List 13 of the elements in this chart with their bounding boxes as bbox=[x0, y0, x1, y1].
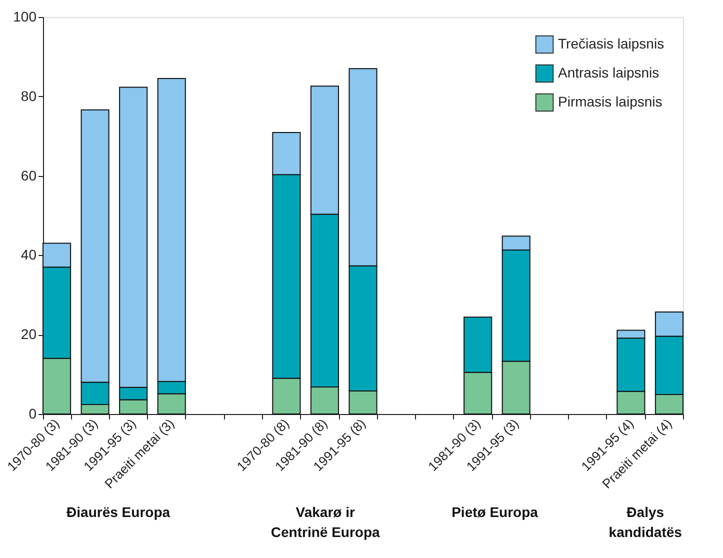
text: Ðiaurës Europa bbox=[66, 504, 170, 520]
legend-label: Antrasis laipsnis bbox=[558, 64, 660, 80]
y-tick-label: 20 bbox=[20, 326, 37, 342]
y-tick-label: 60 bbox=[20, 167, 37, 184]
y-tick-label: 0 bbox=[28, 406, 37, 422]
y-tick-label: 80 bbox=[20, 88, 37, 104]
text: Pietø Europa bbox=[452, 504, 538, 520]
y-tick-label: 100 bbox=[13, 8, 37, 24]
legend-label: Pirmasis laipsnis bbox=[558, 94, 662, 110]
text: Ðalys kandidatës bbox=[608, 504, 682, 540]
text: Vakarø ir Centrinë Europa bbox=[270, 504, 380, 540]
legend-label: Trečiasis laipsnis bbox=[558, 36, 664, 52]
y-tick-label: 40 bbox=[20, 246, 37, 263]
